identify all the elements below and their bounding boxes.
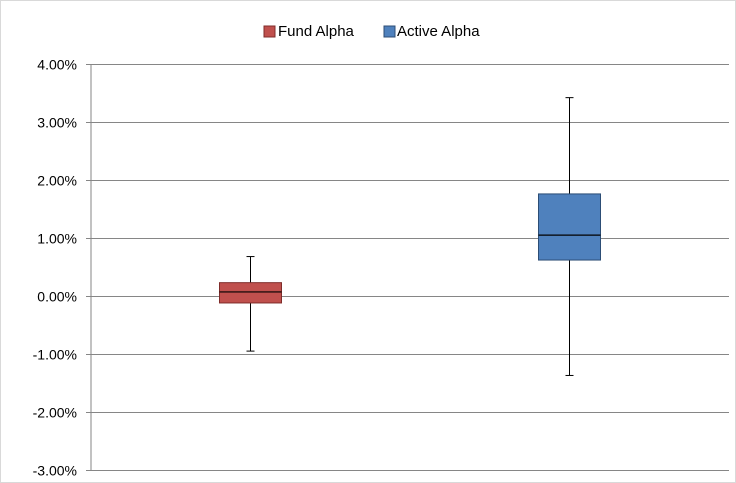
legend-swatch-fund-alpha — [263, 25, 276, 38]
legend: Fund Alpha Active Alpha — [263, 23, 480, 40]
y-axis-tick-labels: 4.00% 3.00% 2.00% 1.00% 0.00% -1.00% -2.00% -3.… — [33, 57, 77, 479]
legend-swatch-active-alpha — [383, 25, 396, 38]
box-active-alpha — [538, 97, 601, 376]
y-tick-label: 1.00% — [37, 231, 77, 247]
y-tick-label: -1.00% — [33, 347, 77, 363]
y-tick-label: -3.00% — [33, 463, 77, 479]
y-tick-label: 4.00% — [37, 57, 77, 73]
iqr-box — [538, 193, 601, 261]
y-tick-label: 2.00% — [37, 173, 77, 189]
legend-label-fund-alpha: Fund Alpha — [278, 23, 355, 40]
legend-label-active-alpha: Active Alpha — [397, 23, 480, 40]
iqr-box — [219, 282, 282, 304]
box-fund-alpha — [219, 256, 282, 352]
y-tick-label: 0.00% — [37, 289, 77, 305]
y-tick-label: -2.00% — [33, 405, 77, 421]
box-series — [219, 97, 601, 376]
y-tick-label: 3.00% — [37, 115, 77, 131]
gridlines — [86, 64, 729, 471]
